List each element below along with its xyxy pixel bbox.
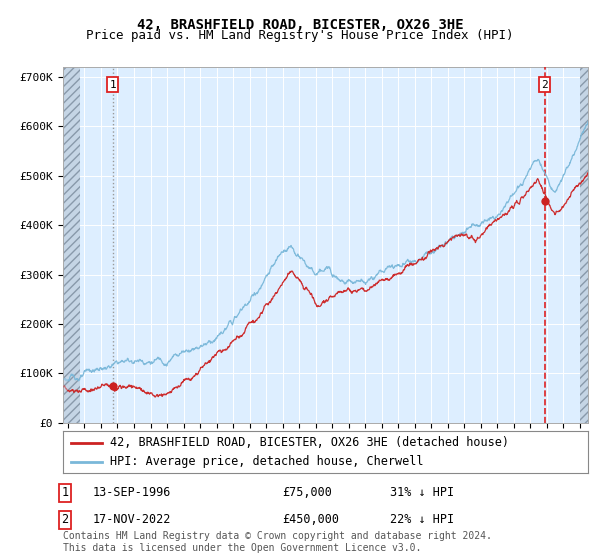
Text: 1: 1	[61, 486, 68, 500]
Text: HPI: Average price, detached house, Cherwell: HPI: Average price, detached house, Cher…	[110, 455, 424, 468]
Text: £450,000: £450,000	[282, 513, 339, 526]
Text: 42, BRASHFIELD ROAD, BICESTER, OX26 3HE (detached house): 42, BRASHFIELD ROAD, BICESTER, OX26 3HE …	[110, 436, 509, 449]
Text: 42, BRASHFIELD ROAD, BICESTER, OX26 3HE: 42, BRASHFIELD ROAD, BICESTER, OX26 3HE	[137, 18, 463, 32]
Text: 2: 2	[61, 513, 68, 526]
Bar	[63, 67, 80, 423]
Text: 17-NOV-2022: 17-NOV-2022	[93, 513, 172, 526]
Text: 1: 1	[109, 80, 116, 90]
Text: 31% ↓ HPI: 31% ↓ HPI	[390, 486, 454, 500]
Text: Contains HM Land Registry data © Crown copyright and database right 2024.
This d: Contains HM Land Registry data © Crown c…	[63, 531, 492, 553]
Text: 13-SEP-1996: 13-SEP-1996	[93, 486, 172, 500]
Text: 22% ↓ HPI: 22% ↓ HPI	[390, 513, 454, 526]
Text: £75,000: £75,000	[282, 486, 332, 500]
Text: Price paid vs. HM Land Registry's House Price Index (HPI): Price paid vs. HM Land Registry's House …	[86, 29, 514, 42]
Bar	[580, 67, 588, 423]
Text: 2: 2	[541, 80, 548, 90]
